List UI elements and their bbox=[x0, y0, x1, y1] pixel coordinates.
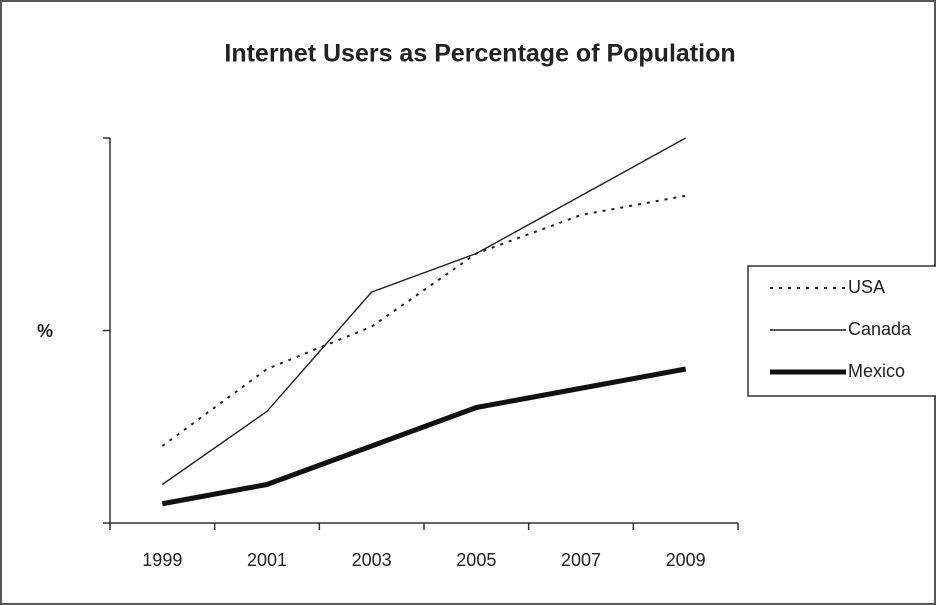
x-tick-label: 2001 bbox=[247, 550, 287, 570]
x-tick-label: 2003 bbox=[352, 550, 392, 570]
line-series bbox=[161, 137, 687, 486]
chart-title: Internet Users as Percentage of Populati… bbox=[224, 40, 735, 68]
x-tick-label: 1999 bbox=[142, 550, 182, 570]
x-tick-label: 2007 bbox=[561, 550, 601, 570]
y-axis-label: % bbox=[37, 321, 53, 341]
legend-label: Canada bbox=[848, 319, 912, 339]
x-tick-label: 2005 bbox=[456, 550, 496, 570]
x-tick-label: 2009 bbox=[666, 550, 706, 570]
legend-label: USA bbox=[848, 277, 885, 297]
line-series bbox=[161, 366, 687, 507]
line-series bbox=[161, 194, 686, 447]
legend-label: Mexico bbox=[848, 361, 905, 381]
